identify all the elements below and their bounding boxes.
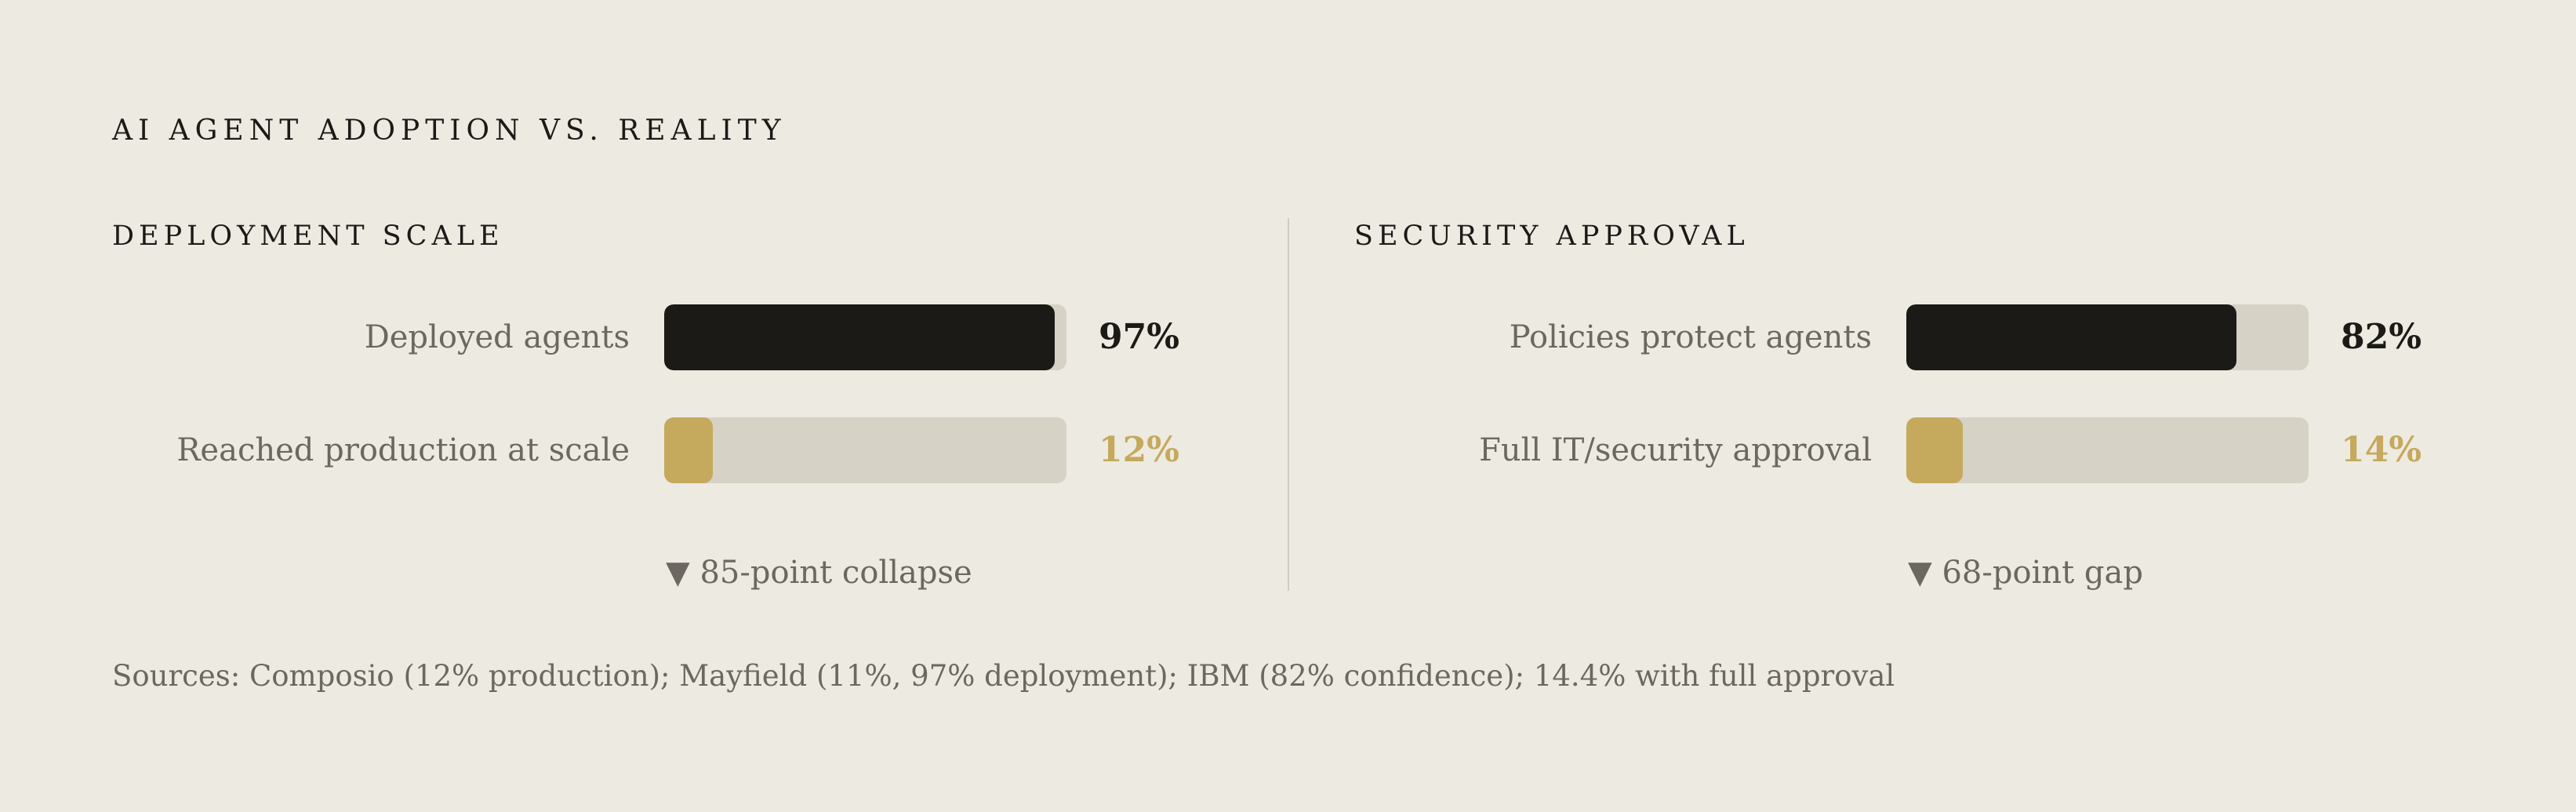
- bar-track: [664, 304, 1066, 370]
- deployment-scale-panel: DEPLOYMENT SCALE Deployed agents 97% Rea…: [112, 212, 1288, 604]
- category-label: Reached production at scale: [176, 432, 630, 468]
- bar-row: Full IT/security approval 14%: [1354, 417, 2452, 483]
- value-label: 82%: [2341, 317, 2422, 357]
- bar-row: Deployed agents 97%: [112, 304, 1210, 370]
- category-label: Full IT/security approval: [1479, 432, 1872, 468]
- gap-annotation: ▼ 68-point gap: [1908, 555, 2143, 591]
- bar: [1906, 304, 2236, 370]
- value-label: 14%: [2341, 430, 2422, 470]
- bar-track: [1906, 304, 2309, 370]
- panel-title: DEPLOYMENT SCALE: [112, 220, 504, 252]
- sources-note: Sources: Composio (12% production); Mayf…: [112, 659, 1895, 693]
- gap-annotation: ▼ 85-point collapse: [666, 555, 972, 591]
- panel-title: SECURITY APPROVAL: [1354, 220, 1749, 252]
- bar: [664, 304, 1055, 370]
- panel-divider: [1288, 218, 1289, 591]
- bar: [1906, 417, 1963, 483]
- category-label: Policies protect agents: [1509, 319, 1872, 355]
- bar-row: Reached production at scale 12%: [112, 417, 1210, 483]
- category-label: Deployed agents: [364, 319, 630, 355]
- bar-row: Policies protect agents 82%: [1354, 304, 2452, 370]
- bar-track: [664, 417, 1066, 483]
- bar: [664, 417, 713, 483]
- bar-track: [1906, 417, 2309, 483]
- chart-title: AI AGENT ADOPTION VS. REALITY: [112, 115, 787, 147]
- security-approval-panel: SECURITY APPROVAL Policies protect agent…: [1354, 212, 2531, 604]
- value-label: 12%: [1099, 430, 1180, 470]
- value-label: 97%: [1099, 317, 1180, 357]
